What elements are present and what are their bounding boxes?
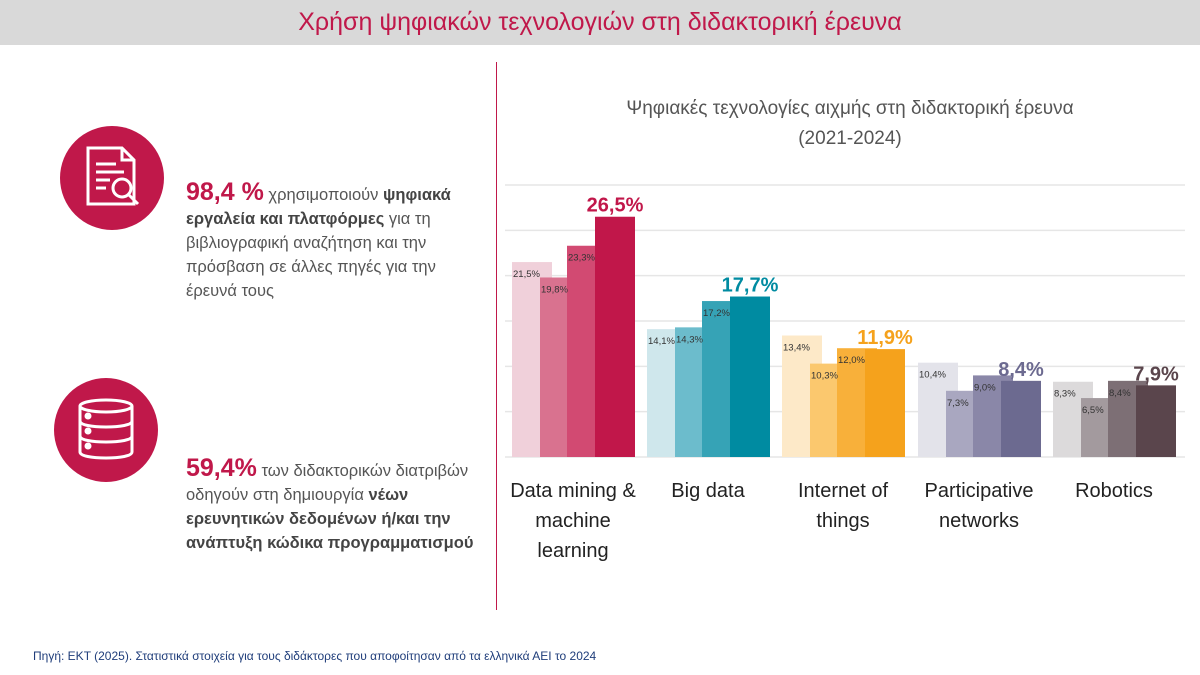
data-label: 19,8% <box>541 284 568 295</box>
stat-digital-tools: 98,4 % χρησιμοποιούν ψηφιακά εργαλεία κα… <box>186 178 451 301</box>
data-label: 17,7% <box>722 275 779 297</box>
category-label: Data mining & machine learning <box>510 480 636 562</box>
chart-title: Ψηφιακές τεχνολογίες αιχμής στη διδακτορ… <box>626 98 1074 149</box>
data-label: 9,0% <box>974 382 996 393</box>
bar <box>865 349 905 457</box>
data-label: 7,9% <box>1133 363 1179 385</box>
bar <box>730 296 770 457</box>
data-label: 17,2% <box>703 308 730 319</box>
stat-research-data: 59,4% των διδακτορικών διατριβών οδηγούν… <box>186 454 474 553</box>
data-label: 14,1% <box>648 336 675 347</box>
page-title: Χρήση ψηφιακών τεχνολογιών στη διδακτορι… <box>298 8 902 36</box>
bar <box>1001 380 1041 457</box>
data-label: 6,5% <box>1082 405 1104 416</box>
document-search-icon <box>60 126 164 230</box>
data-label: 10,3% <box>811 371 838 382</box>
data-label: 8,3% <box>1054 389 1076 400</box>
data-label: 10,4% <box>919 370 946 381</box>
category-label: Big data <box>671 480 745 502</box>
source-note: Πηγή: ΕΚΤ (2025). Στατιστικά στοιχεία γι… <box>33 649 597 663</box>
bar <box>1136 385 1176 457</box>
category-label: Robotics <box>1075 480 1153 502</box>
database-icon <box>54 378 158 482</box>
bar <box>595 216 635 457</box>
data-label: 21,5% <box>513 269 540 280</box>
title-bar: Χρήση ψηφιακών τεχνολογιών στη διδακτορι… <box>0 0 1200 45</box>
data-label: 8,4% <box>1109 388 1131 399</box>
category-label: Participative networks <box>924 480 1034 532</box>
data-label: 26,5% <box>587 195 644 217</box>
divider <box>496 62 497 610</box>
data-label: 8,4% <box>998 359 1044 381</box>
data-label: 14,3% <box>676 334 703 345</box>
data-label: 11,9% <box>857 327 913 349</box>
category-label: Internet of things <box>797 480 889 532</box>
data-label: 23,3% <box>568 253 595 264</box>
data-label: 12,0% <box>838 355 865 366</box>
data-label: 7,3% <box>947 398 969 409</box>
data-label: 13,4% <box>783 343 810 354</box>
